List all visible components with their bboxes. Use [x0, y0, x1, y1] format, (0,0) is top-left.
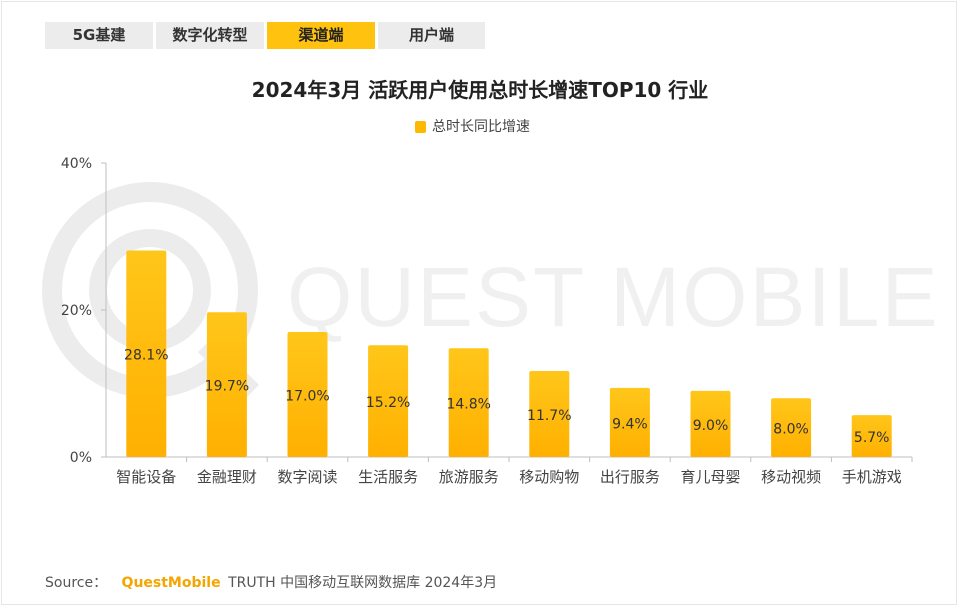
- legend-swatch: [415, 121, 426, 133]
- bar: [609, 387, 650, 457]
- bar-data-label: 15.2%: [366, 395, 410, 411]
- bar: [368, 345, 409, 457]
- bar: [287, 332, 328, 457]
- bar-data-label: 9.4%: [612, 416, 648, 432]
- x-tick-label: 旅游服务: [439, 468, 499, 486]
- bar-data-label: 19.7%: [205, 379, 249, 395]
- x-tick-label: 手机游戏: [842, 468, 902, 486]
- source-brand: QuestMobile: [121, 575, 221, 591]
- bar: [448, 348, 489, 457]
- bar: [529, 371, 570, 457]
- bar-data-label: 14.8%: [446, 397, 490, 413]
- x-tick-label: 智能设备: [116, 468, 176, 486]
- x-tick-label: 移动购物: [519, 468, 579, 486]
- y-tick-label: 20%: [61, 303, 92, 319]
- x-tick-label: 移动视频: [761, 468, 821, 486]
- x-tick-label: 育儿母婴: [680, 468, 740, 486]
- bar: [851, 415, 892, 457]
- bar-data-label: 28.1%: [124, 348, 168, 364]
- source-line: Source： QuestMobile TRUTH 中国移动互联网数据库 202…: [45, 572, 497, 592]
- x-tick-label: 生活服务: [358, 468, 418, 486]
- bar: [771, 398, 812, 457]
- tab-channel[interactable]: 渠道端: [267, 22, 375, 49]
- y-tick-label: 0%: [70, 450, 92, 466]
- tab-5g-infrastructure[interactable]: 5G基建: [45, 22, 153, 49]
- source-prefix: Source：: [45, 575, 108, 591]
- tab-user[interactable]: 用户端: [378, 22, 485, 49]
- chart-title: 2024年3月 活跃用户使用总时长增速TOP10 行业: [251, 78, 709, 102]
- bar-data-label: 11.7%: [527, 408, 571, 424]
- x-tick-label: 金融理财: [197, 468, 257, 486]
- bar: [690, 390, 731, 457]
- bar-data-label: 9.0%: [693, 418, 729, 434]
- bar: [206, 312, 247, 457]
- bar: [126, 250, 167, 457]
- legend-label: 总时长同比增速: [432, 119, 530, 135]
- source-text: TRUTH 中国移动互联网数据库 2024年3月: [228, 575, 498, 591]
- bar-data-label: 5.7%: [854, 430, 890, 446]
- tab-digital-transformation[interactable]: 数字化转型: [156, 22, 264, 49]
- y-tick-label: 40%: [61, 156, 92, 172]
- bar-data-label: 8.0%: [773, 422, 809, 438]
- x-tick-label: 出行服务: [600, 468, 660, 486]
- x-tick-label: 数字阅读: [277, 468, 337, 486]
- watermark-text: QUEST MOBILE: [287, 250, 940, 344]
- bar-data-label: 17.0%: [285, 389, 329, 405]
